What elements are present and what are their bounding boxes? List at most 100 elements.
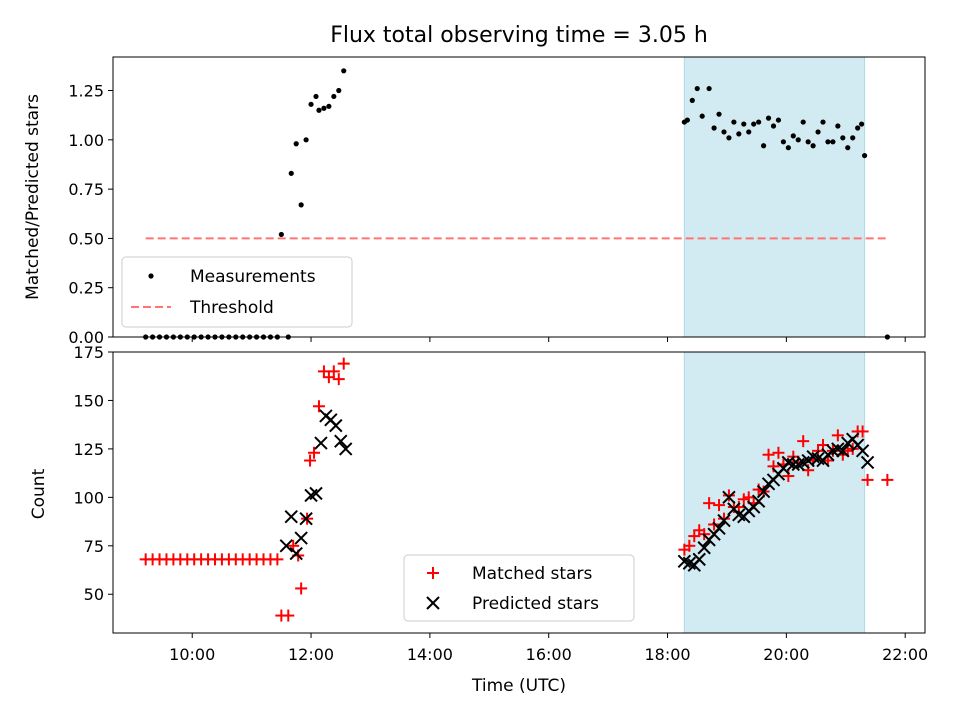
measurement-point xyxy=(278,231,284,238)
ratio-panel: Flux total observing time = 3.05 h 0.00 0… xyxy=(23,23,926,347)
count-legend-box xyxy=(403,554,635,622)
measurement-point xyxy=(760,143,767,149)
x-tick-label: 18:00 xyxy=(644,645,690,664)
legend-label-measurements: Measurements xyxy=(190,267,316,287)
y-tick-label: 0.00 xyxy=(68,328,104,347)
measurement-point xyxy=(711,125,717,131)
predicted-stars-point xyxy=(334,434,348,448)
y-tick-label: 150 xyxy=(73,391,104,410)
y-tick-label: 1.00 xyxy=(68,131,104,150)
observing-window-shade xyxy=(683,56,866,338)
matched-stars-point xyxy=(327,365,340,378)
measurement-point xyxy=(810,143,816,149)
measurement-point xyxy=(736,131,742,137)
measurement-point xyxy=(840,135,846,141)
measurement-point xyxy=(316,107,322,113)
measurement-point xyxy=(726,135,732,141)
matched-stars-point xyxy=(304,454,317,467)
predicted-stars-point xyxy=(712,521,726,536)
matched-stars-point xyxy=(337,357,350,370)
predicted-stars-point xyxy=(284,510,298,524)
predicted-stars-point xyxy=(289,546,303,561)
x-tick-label: 10:00 xyxy=(169,645,215,664)
count-legend: Matched stars Predicted stars xyxy=(403,554,635,622)
measurement-point xyxy=(303,137,309,143)
legend-marker-measurements xyxy=(148,273,154,279)
measurement-point xyxy=(699,113,705,119)
predicted-stars-point xyxy=(836,444,850,458)
matched-stars-point xyxy=(772,446,785,459)
measurement-point xyxy=(689,97,695,103)
measurement-point xyxy=(751,121,757,127)
matched-stars-point xyxy=(713,499,726,512)
measurement-point xyxy=(298,202,304,208)
legend-marker-matched xyxy=(427,567,439,579)
legend-label-predicted: Predicted stars xyxy=(472,594,599,614)
count-panel-frame xyxy=(112,351,926,634)
observing-window-shade xyxy=(683,351,866,634)
legend-marker-predicted xyxy=(426,596,440,610)
measurement-point xyxy=(684,117,690,123)
ratio-legend-box xyxy=(121,256,353,328)
predicted-stars-point xyxy=(722,490,736,505)
y-tick-label: 50 xyxy=(84,585,104,604)
y-tick-label: 175 xyxy=(73,343,104,362)
predicted-stars-point xyxy=(855,444,870,458)
matched-stars-point xyxy=(856,425,869,438)
x-tick-label: 20:00 xyxy=(763,645,809,664)
y-tick-label: 0.75 xyxy=(68,180,104,199)
matched-stars-point xyxy=(797,435,810,448)
predicted-stars-point xyxy=(860,455,875,470)
measurement-point xyxy=(721,129,727,135)
measurement-point xyxy=(861,152,868,159)
predicted-stars-point xyxy=(697,541,711,555)
predicted-stars-point xyxy=(692,552,706,567)
matched-stars-point xyxy=(683,539,696,552)
matched-stars-point xyxy=(703,497,716,510)
matched-stars-point xyxy=(295,582,308,595)
x-tick-label: 16:00 xyxy=(526,645,572,664)
measurement-point xyxy=(288,170,294,176)
legend-label-matched: Matched stars xyxy=(472,564,592,584)
y-tick-label: 100 xyxy=(73,488,104,507)
legend-label-threshold: Threshold xyxy=(189,298,274,318)
measurement-point xyxy=(825,139,831,145)
y-tick-label: 1.25 xyxy=(68,82,104,101)
chart-title: Flux total observing time = 3.05 h xyxy=(330,23,708,48)
matched-stars-point xyxy=(271,553,284,566)
measurement-point xyxy=(830,139,836,145)
matched-stars-point xyxy=(881,473,894,486)
y-tick-label: 0.50 xyxy=(68,229,104,248)
predicted-stars-point xyxy=(299,511,313,526)
measurement-point xyxy=(694,85,700,92)
y-tick-label: 125 xyxy=(73,440,104,459)
measurement-point xyxy=(313,93,319,100)
measurement-point xyxy=(795,137,801,143)
matched-stars-point xyxy=(831,429,844,442)
count-panel: 50 75 100 125 150 175 10:00 12:00 14:00 16:00 18:… xyxy=(29,343,928,696)
predicted-stars-point xyxy=(751,494,766,508)
measurement-point xyxy=(731,119,737,125)
measurement-point xyxy=(706,85,712,92)
measurement-point xyxy=(336,87,342,94)
measurement-point xyxy=(805,139,811,145)
y-tick-label: 75 xyxy=(84,537,104,556)
ratio-y-axis-label: Matched/Predicted stars xyxy=(23,94,43,300)
predicted-stars-point xyxy=(309,486,323,501)
measurement-point xyxy=(293,141,299,147)
measurement-point xyxy=(775,117,782,123)
measurement-point xyxy=(859,121,865,127)
matched-stars-point xyxy=(861,473,874,486)
matched-stars-point xyxy=(282,609,295,622)
measurement-point xyxy=(850,135,856,141)
measurement-point xyxy=(741,121,747,127)
predicted-stars-point xyxy=(279,539,293,553)
predicted-stars-point xyxy=(329,418,343,433)
predicted-stars-point xyxy=(314,436,328,450)
measurement-point xyxy=(756,119,762,125)
matched-stars-point xyxy=(312,400,325,413)
ratio-panel-frame xyxy=(112,56,926,338)
count-y-axis-label: Count xyxy=(29,468,49,519)
predicted-stars-point xyxy=(756,484,771,499)
